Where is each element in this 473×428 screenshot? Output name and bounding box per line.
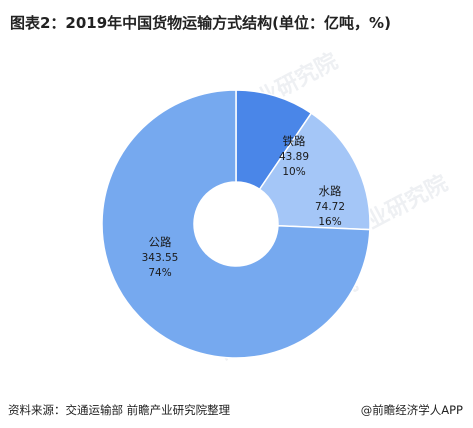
slice-label-value: 343.55 — [142, 252, 179, 264]
source-note: 资料来源：交通运输部 前瞻产业研究院整理 — [8, 403, 231, 417]
slice-2 — [258, 112, 371, 231]
chart-labels: 铁路 43.89 10% 水路 74.72 16% 公路 343.55 74% — [142, 134, 345, 279]
chart-title: 图表2：2019年中国货物运输方式结构(单位：亿吨，%) — [10, 14, 391, 32]
chart-slices — [101, 89, 371, 359]
slice-label-name: 铁路 — [283, 134, 306, 148]
slice-3 — [101, 89, 371, 359]
brand-note: @前瞻经济学人APP — [360, 403, 463, 417]
slice-label-value: 74.72 — [315, 201, 345, 213]
slice-label-name: 公路 — [149, 235, 172, 249]
slice-label-percent: 74% — [148, 267, 171, 279]
slice-label-percent: 16% — [318, 216, 341, 228]
slice-label-name: 水路 — [319, 184, 342, 198]
slice-label-value: 43.89 — [279, 151, 309, 163]
slice-label-percent: 10% — [282, 166, 305, 178]
